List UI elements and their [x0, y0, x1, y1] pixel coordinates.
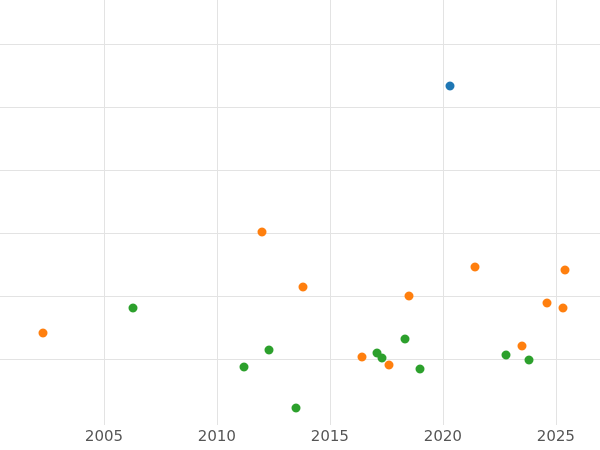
- gridline-vertical: [104, 0, 105, 425]
- x-tick-label: 2020: [423, 427, 462, 445]
- x-tick-label: 2010: [197, 427, 236, 445]
- scatter-point-orange: [542, 298, 552, 308]
- scatter-point-green: [377, 353, 387, 363]
- scatter-point-orange: [384, 360, 394, 370]
- scatter-point-green: [239, 362, 249, 372]
- scatter-point-orange: [298, 282, 308, 292]
- scatter-point-green: [415, 364, 425, 374]
- x-axis: 2005 2010 2015 2020 2025: [0, 425, 600, 450]
- x-tick-label: 2005: [84, 427, 124, 445]
- gridline-vertical: [555, 0, 557, 425]
- gridline-horizontal: [0, 233, 600, 234]
- gridline-horizontal: [0, 107, 600, 108]
- scatter-point-orange: [560, 265, 570, 275]
- scatter-point-orange: [558, 303, 568, 313]
- scatter-point-green: [501, 350, 511, 360]
- gridline-vertical: [216, 0, 218, 425]
- gridline-horizontal: [0, 358, 600, 360]
- scatter-point-green: [291, 403, 301, 413]
- scatter-point-orange: [517, 341, 527, 351]
- scatter-point-orange: [38, 328, 48, 338]
- gridline-horizontal: [0, 44, 600, 46]
- gridline-vertical: [442, 0, 444, 425]
- scatter-point-green: [400, 334, 409, 344]
- plot-area: [0, 0, 600, 425]
- gridline-vertical: [329, 0, 331, 425]
- x-tick-label: 2025: [536, 427, 575, 445]
- scatter-point-orange: [470, 262, 480, 272]
- scatter-point-blue: [445, 81, 455, 91]
- scatter-point-green: [128, 303, 138, 313]
- scatter-point-orange: [257, 227, 267, 237]
- gridline-horizontal: [0, 170, 600, 171]
- gridline-horizontal: [0, 295, 600, 297]
- scatter-point-green: [524, 355, 534, 365]
- scatter-point-green: [372, 348, 382, 358]
- scatter-point-green: [264, 345, 274, 355]
- scatter-point-orange: [404, 291, 414, 301]
- scatter-point-orange: [357, 352, 367, 362]
- x-tick-label: 2015: [310, 427, 349, 445]
